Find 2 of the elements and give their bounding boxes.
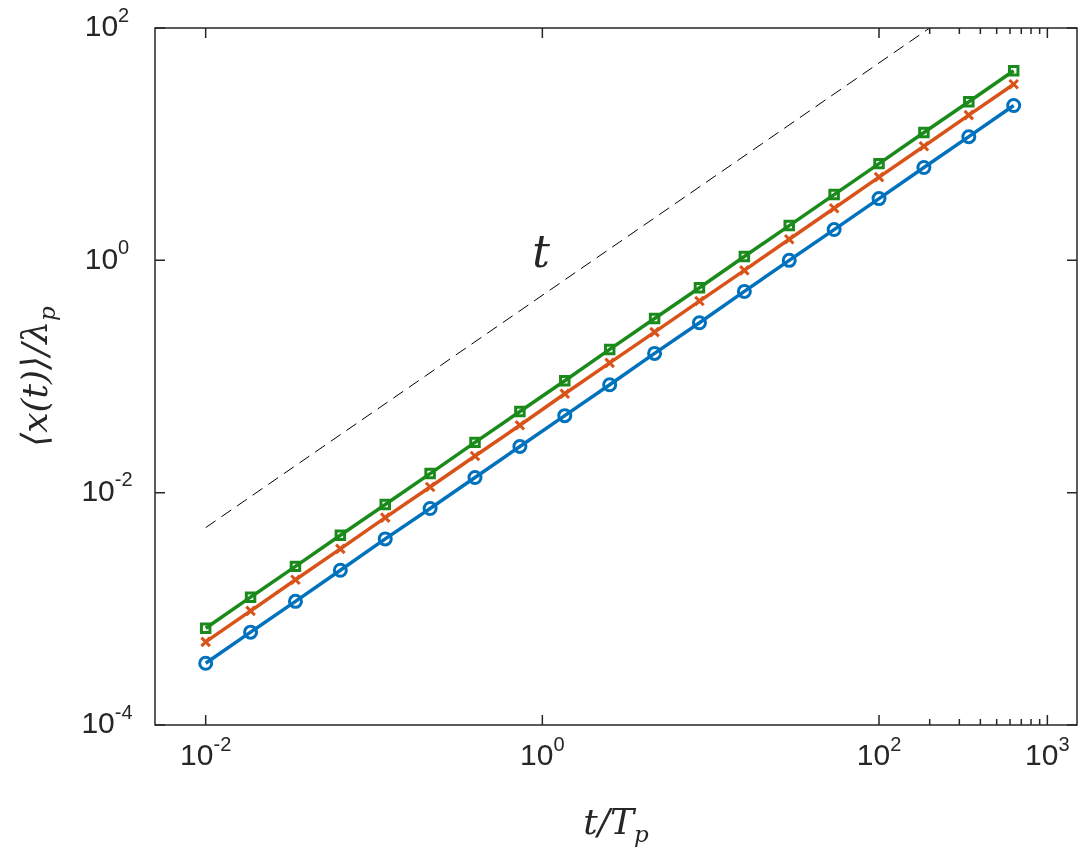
y-axis-title: ⟨x(t)⟩/λp [14, 305, 60, 447]
annotation: t [532, 226, 551, 278]
